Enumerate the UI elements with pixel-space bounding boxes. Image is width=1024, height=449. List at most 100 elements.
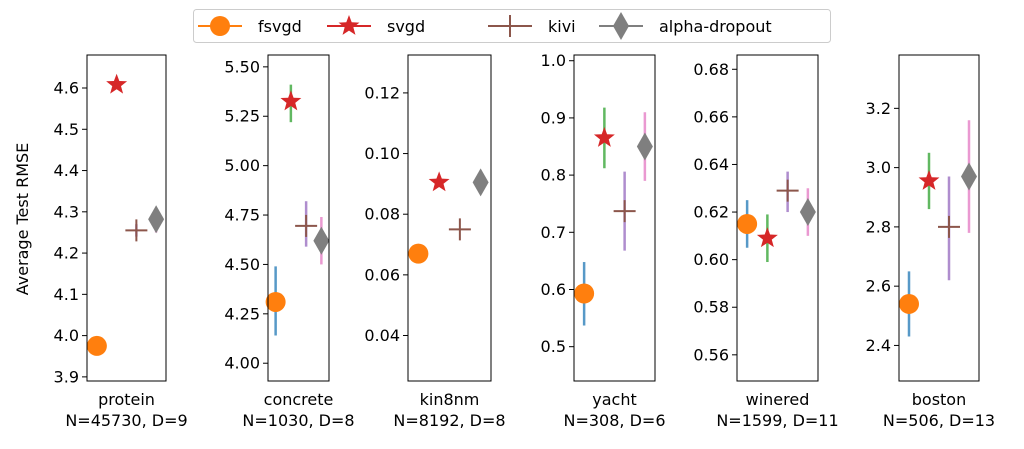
point-concrete-kivi — [295, 214, 318, 237]
panel-title-kin8nm: kin8nm — [420, 390, 480, 409]
point-protein-fsvgd — [86, 335, 107, 356]
y-tick-label-yacht-2: 0.7 — [541, 223, 566, 242]
y-tick-label-kin8nm-3: 0.10 — [364, 144, 400, 163]
y-tick-label-protein-2: 4.1 — [54, 285, 79, 304]
legend-marker-kivi — [499, 15, 521, 37]
y-tick-label-boston-1: 2.6 — [866, 277, 891, 296]
legend: fsvgd svgd kivi alpha-dropout — [193, 9, 831, 43]
y-tick-label-kin8nm-1: 0.06 — [364, 265, 400, 284]
panel-frame-yacht — [573, 54, 656, 382]
y-tick-label-concrete-0: 4.00 — [224, 354, 260, 373]
y-tick-label-concrete-2: 4.50 — [224, 255, 260, 274]
point-yacht-svgd — [593, 126, 615, 147]
point-yacht-fsvgd — [574, 283, 595, 304]
legend-label-fsvgd: fsvgd — [258, 17, 302, 36]
point-winered-alpha-dropout — [799, 198, 816, 227]
legend-item-alpha-dropout: alpha-dropout — [599, 12, 772, 40]
y-tick-label-yacht-5: 1.0 — [541, 51, 566, 70]
panel-frame-concrete — [267, 54, 330, 382]
point-winered-fsvgd — [737, 213, 758, 234]
panel-title-yacht: yacht — [592, 390, 636, 409]
panel-frame-kin8nm — [407, 54, 492, 382]
y-tick-label-yacht-0: 0.5 — [541, 337, 566, 356]
point-boston-alpha-dropout — [961, 162, 977, 191]
y-tick-label-concrete-1: 4.25 — [224, 304, 260, 323]
point-boston-kivi — [938, 215, 960, 238]
panel-frame-winered — [736, 54, 819, 382]
panel-info-boston: N=506, D=13 — [883, 411, 995, 430]
y-tick-label-yacht-4: 0.9 — [541, 108, 566, 127]
legend-marker-svgd — [338, 15, 360, 35]
panel-boston: 2.4 2.6 2.8 3.0 3.2 boston N=506, D=13 — [866, 54, 995, 430]
point-winered-kivi — [776, 179, 799, 202]
y-tick-label-winered-4: 0.64 — [693, 155, 729, 174]
panel-concrete: 4.00 4.25 4.50 4.75 5.00 5.25 5.50 concrete N=10… — [224, 54, 355, 430]
y-tick-label-protein-0: 3.9 — [54, 367, 79, 386]
legend-item-kivi: kivi — [488, 15, 576, 37]
y-tick-label-kin8nm-4: 0.12 — [364, 83, 400, 102]
point-yacht-alpha-dropout — [636, 132, 653, 161]
chart-panels: 3.9 4.0 4.1 4.2 4.3 4.4 4.5 4.6 protein N=45730, … — [54, 51, 996, 430]
legend-label-kivi: kivi — [548, 17, 576, 36]
y-tick-label-yacht-3: 0.8 — [541, 166, 566, 185]
point-protein-kivi — [125, 219, 148, 242]
point-concrete-fsvgd — [265, 291, 286, 312]
panel-info-yacht: N=308, D=6 — [564, 411, 666, 430]
y-axis-label: Average Test RMSE — [13, 143, 32, 296]
legend-label-svgd: svgd — [387, 17, 425, 36]
legend-marker-fsvgd — [210, 16, 230, 36]
panel-winered: 0.56 0.58 0.60 0.62 0.64 0.66 0.68 winered N=159… — [693, 54, 839, 430]
panel-kin8nm: 0.04 0.06 0.08 0.10 0.12 kin8nm N=8192, D=8 — [364, 54, 506, 430]
y-tick-label-boston-0: 2.4 — [866, 336, 891, 355]
point-concrete-alpha-dropout — [313, 226, 330, 255]
point-kin8nm-alpha-dropout — [472, 168, 489, 197]
point-winered-svgd — [756, 227, 778, 248]
y-tick-label-protein-3: 4.2 — [54, 244, 79, 263]
y-tick-label-kin8nm-0: 0.04 — [364, 326, 400, 345]
y-tick-label-protein-7: 4.6 — [54, 79, 79, 98]
y-tick-label-boston-2: 2.8 — [866, 217, 891, 236]
y-tick-label-boston-3: 3.0 — [866, 158, 891, 177]
point-kin8nm-fsvgd — [408, 243, 429, 264]
panel-title-protein: protein — [98, 390, 155, 409]
panel-frame-boston — [898, 54, 980, 382]
y-tick-label-winered-0: 0.56 — [693, 345, 729, 364]
y-tick-label-winered-5: 0.66 — [693, 107, 729, 126]
panel-info-protein: N=45730, D=9 — [65, 411, 187, 430]
y-tick-label-winered-3: 0.62 — [693, 203, 729, 222]
point-concrete-svgd — [280, 90, 302, 111]
legend-item-fsvgd: fsvgd — [198, 16, 302, 36]
y-tick-label-kin8nm-2: 0.08 — [364, 205, 400, 224]
legend-item-svgd: svgd — [327, 15, 425, 36]
point-kin8nm-kivi — [448, 218, 471, 241]
legend-label-alpha-dropout: alpha-dropout — [659, 17, 772, 36]
y-tick-label-protein-5: 4.4 — [54, 161, 79, 180]
panel-info-winered: N=1599, D=11 — [716, 411, 838, 430]
panel-title-concrete: concrete — [264, 390, 334, 409]
y-tick-label-winered-1: 0.58 — [693, 298, 729, 317]
y-tick-label-protein-6: 4.5 — [54, 120, 79, 139]
point-boston-fsvgd — [899, 293, 919, 314]
y-tick-label-winered-6: 0.68 — [693, 60, 729, 79]
panel-protein: 3.9 4.0 4.1 4.2 4.3 4.4 4.5 4.6 protein N=45730, … — [54, 54, 188, 430]
y-tick-label-protein-1: 4.0 — [54, 326, 79, 345]
panel-info-concrete: N=1030, D=8 — [242, 411, 354, 430]
panel-yacht: 0.5 0.6 0.7 0.8 0.9 1.0 yacht N=308, D=6 — [541, 51, 666, 430]
legend-marker-alpha-dropout — [613, 12, 629, 40]
y-tick-label-protein-4: 4.3 — [54, 202, 79, 221]
y-tick-label-winered-2: 0.60 — [693, 250, 729, 269]
point-protein-svgd — [106, 73, 128, 94]
y-tick-label-concrete-5: 5.25 — [224, 107, 260, 126]
y-tick-label-concrete-6: 5.50 — [224, 57, 260, 76]
point-kin8nm-svgd — [428, 171, 450, 192]
point-yacht-kivi — [613, 200, 636, 223]
panel-frame-protein — [86, 54, 167, 382]
y-tick-label-boston-4: 3.2 — [866, 99, 891, 118]
point-protein-alpha-dropout — [148, 205, 165, 234]
point-boston-svgd — [918, 169, 940, 190]
y-tick-label-concrete-3: 4.75 — [224, 206, 260, 225]
panel-title-boston: boston — [912, 390, 966, 409]
y-tick-label-concrete-4: 5.00 — [224, 156, 260, 175]
